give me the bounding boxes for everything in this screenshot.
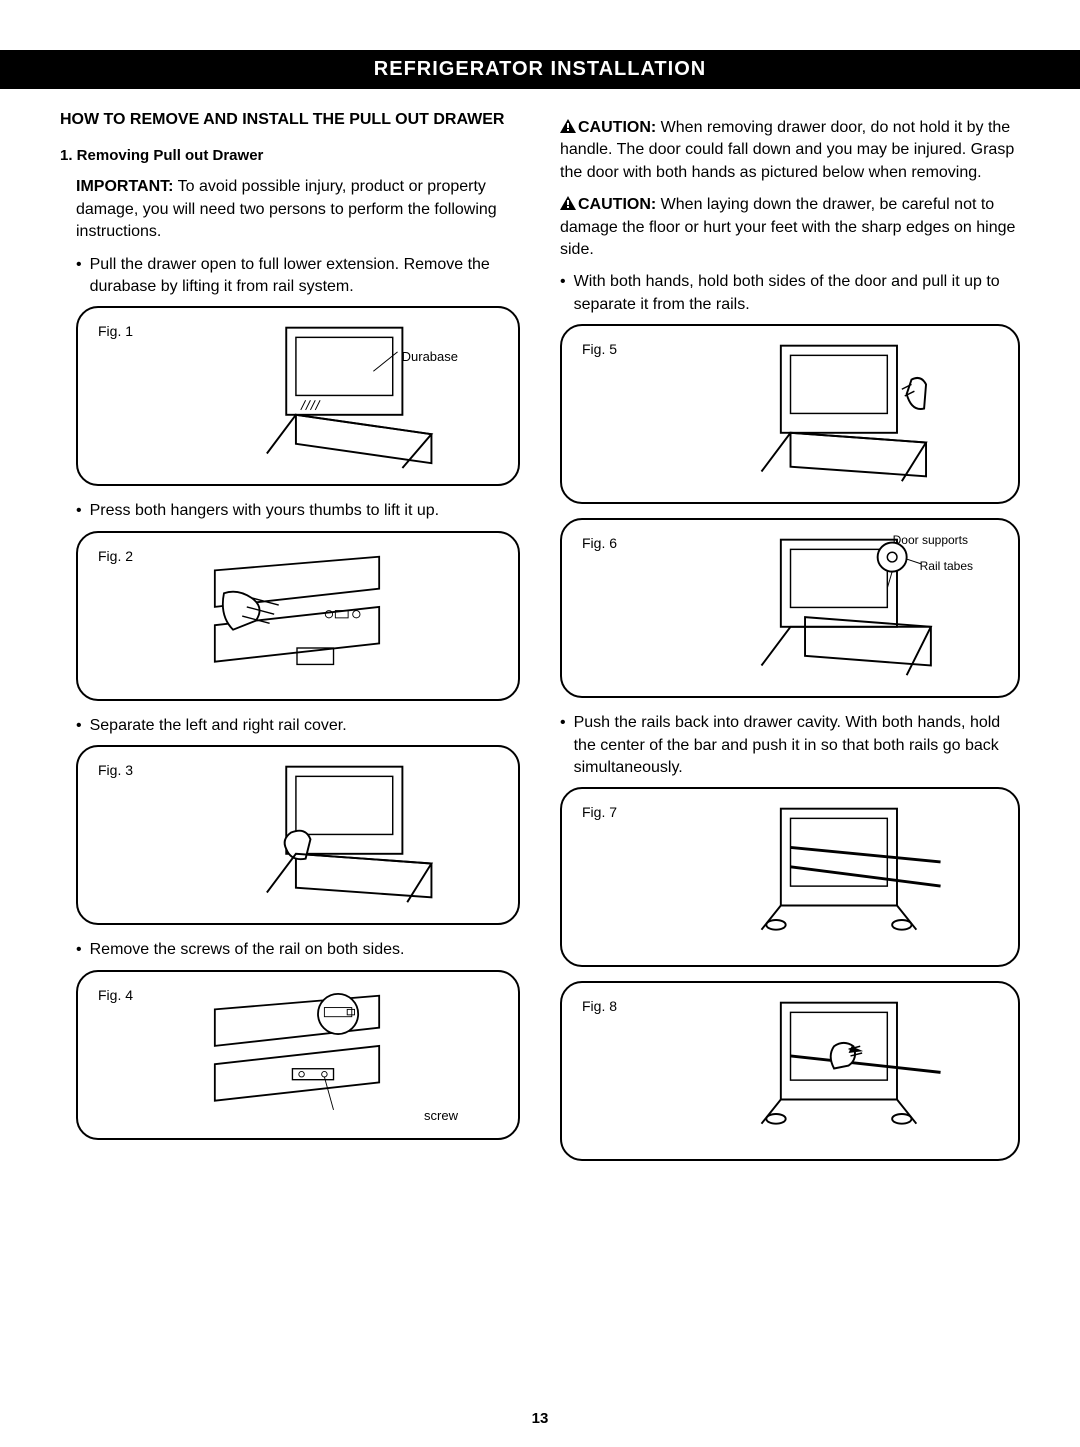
fig8-label: Fig. 8 [582, 997, 617, 1017]
fig7-illustration [689, 799, 1008, 954]
fig3-illustration [200, 757, 508, 912]
right-column: CAUTION: When removing drawer door, do n… [560, 109, 1020, 1175]
figure-6: Fig. 6 Door supports Rail tabes [560, 518, 1020, 698]
bullet-r2: • Push the rails back into drawer cavity… [560, 712, 1020, 779]
fig5-label: Fig. 5 [582, 340, 617, 360]
fig6-illustration [689, 530, 1008, 685]
figure-8: Fig. 8 [560, 981, 1020, 1161]
left-column: HOW TO REMOVE AND INSTALL THE PULL OUT D… [60, 109, 520, 1175]
caution-1: CAUTION: When removing drawer door, do n… [560, 117, 1020, 184]
page-body: HOW TO REMOVE AND INSTALL THE PULL OUT D… [0, 109, 1080, 1175]
caution2-label: CAUTION: [578, 196, 656, 213]
header-title: REFRIGERATOR INSTALLATION [374, 58, 706, 80]
bullet-dot: • [76, 715, 82, 737]
fig3-label: Fig. 3 [98, 761, 133, 781]
bullet-r1: • With both hands, hold both sides of th… [560, 271, 1020, 316]
bullet-1-text: Pull the drawer open to full lower exten… [90, 254, 520, 299]
caution-2: CAUTION: When laying down the drawer, be… [560, 194, 1020, 261]
fig1-label: Fig. 1 [98, 322, 133, 342]
warning-icon [560, 119, 576, 133]
bullet-r1-text: With both hands, hold both sides of the … [574, 271, 1020, 316]
fig7-label: Fig. 7 [582, 803, 617, 823]
bullet-r2-text: Push the rails back into drawer cavity. … [574, 712, 1020, 779]
fig4-illustration [88, 982, 506, 1128]
page-number: 13 [532, 1410, 549, 1427]
bullet-dot: • [76, 939, 82, 961]
important-label: IMPORTANT: [76, 178, 173, 195]
important-note: IMPORTANT: To avoid possible injury, pro… [60, 176, 520, 243]
bullet-dot: • [560, 271, 566, 316]
figure-1: Fig. 1 Durabase [76, 306, 520, 486]
fig6-label: Fig. 6 [582, 534, 617, 554]
bullet-dot: • [560, 712, 566, 779]
bullet-1: • Pull the drawer open to full lower ext… [76, 254, 520, 299]
bullet-4: • Remove the screws of the rail on both … [76, 939, 520, 961]
figure-2: Fig. 2 [76, 531, 520, 701]
caution1-label: CAUTION: [578, 119, 656, 136]
bullet-4-text: Remove the screws of the rail on both si… [90, 939, 405, 961]
fig2-illustration [88, 543, 506, 689]
subhead-removing: 1. Removing Pull out Drawer [60, 145, 520, 166]
figure-5: Fig. 5 [560, 324, 1020, 504]
bullet-3: • Separate the left and right rail cover… [76, 715, 520, 737]
fig1-illustration [200, 318, 508, 473]
bullet-2-text: Press both hangers with yours thumbs to … [90, 500, 440, 522]
bullet-2: • Press both hangers with yours thumbs t… [76, 500, 520, 522]
bullet-3-text: Separate the left and right rail cover. [90, 715, 347, 737]
warning-icon [560, 196, 576, 210]
page-header: REFRIGERATOR INSTALLATION [0, 50, 1080, 89]
section-title: HOW TO REMOVE AND INSTALL THE PULL OUT D… [60, 109, 520, 131]
figure-3: Fig. 3 [76, 745, 520, 925]
figure-7: Fig. 7 [560, 787, 1020, 967]
fig5-illustration [689, 336, 1008, 491]
figure-4: Fig. 4 screw [76, 970, 520, 1140]
bullet-dot: • [76, 500, 82, 522]
fig8-illustration [689, 993, 1008, 1148]
bullet-dot: • [76, 254, 82, 299]
